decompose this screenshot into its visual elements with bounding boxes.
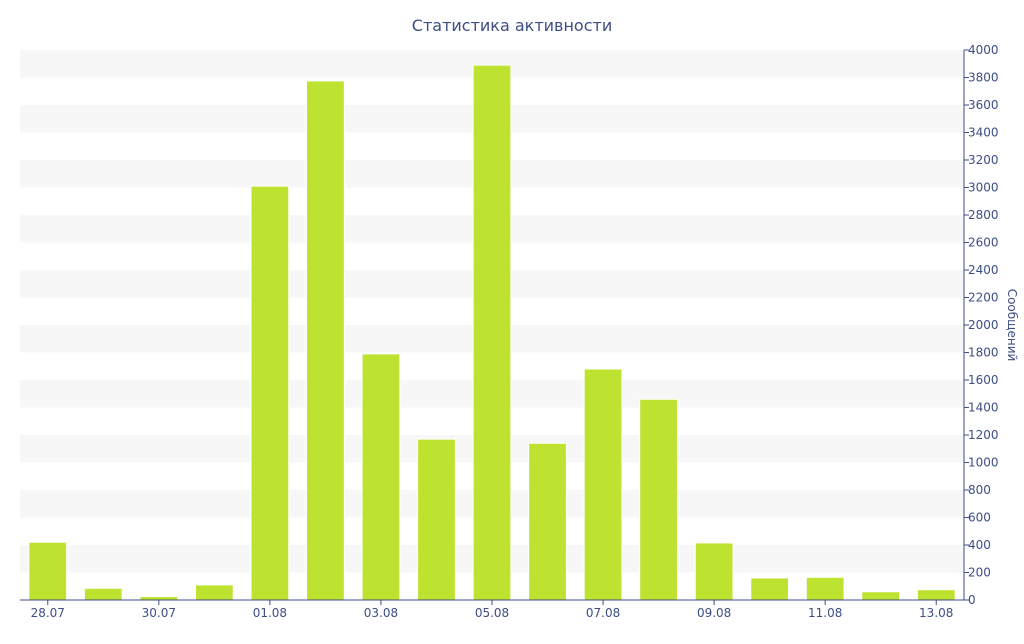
y-tick-label: 2000 [968, 318, 999, 332]
bar-11.08 [805, 576, 845, 601]
y-tick-label: 2200 [968, 291, 999, 305]
y-tick-label: 0 [968, 593, 976, 607]
y-tick-label: 200 [968, 566, 991, 580]
x-tick-label: 09.08 [697, 606, 731, 620]
y-ticks-group: 0 200 400 600 800 1000 1200 1400 1600 1800 2000 220… [964, 43, 999, 607]
bar-09.08 [694, 542, 734, 601]
x-tick-label: 11.08 [808, 606, 842, 620]
bar-07.08 [583, 368, 623, 601]
y-tick-label: 2800 [968, 208, 999, 222]
y-tick-label: 3400 [968, 126, 999, 140]
y-tick-label: 800 [968, 483, 991, 497]
y-tick-label: 4000 [968, 43, 999, 57]
x-tick-label: 01.08 [253, 606, 287, 620]
bar-03.08 [361, 353, 401, 601]
x-tick-label: 13.08 [919, 606, 953, 620]
y-tick-label: 2400 [968, 263, 999, 277]
y-tick-label: 2600 [968, 236, 999, 250]
x-tick-label: 30.07 [142, 606, 176, 620]
bars-group [28, 64, 956, 601]
bar-13.08 [916, 589, 956, 601]
x-tick-label: 05.08 [475, 606, 509, 620]
bar-30.07 [139, 596, 179, 601]
x-ticks-group: 28.07 30.07 01.08 03.08 05.08 07.08 09.08 11.08… [31, 600, 953, 620]
bar-08.08 [639, 398, 678, 601]
y-tick-label: 1600 [968, 373, 999, 387]
chart-title: Статистика активности [412, 16, 612, 35]
bar-02.08 [306, 80, 345, 601]
x-tick-label: 07.08 [586, 606, 620, 620]
bar-28.07 [28, 541, 68, 601]
y-tick-label: 1800 [968, 346, 999, 360]
y-tick-label: 3800 [968, 71, 999, 85]
bar-31.07 [194, 584, 234, 601]
y-tick-label: 1200 [968, 428, 999, 442]
y-tick-label: 600 [968, 511, 991, 525]
bar-04.08 [417, 438, 456, 601]
bar-01.08 [250, 185, 290, 601]
y-tick-label: 1000 [968, 456, 999, 470]
y-axis-title: Сообщений [1005, 289, 1019, 362]
y-tick-label: 1400 [968, 401, 999, 415]
bar-10.08 [750, 577, 790, 601]
bar-12.08 [861, 591, 901, 601]
bar-29.07 [83, 587, 123, 601]
bar-06.08 [528, 442, 567, 601]
x-tick-label: 03.08 [364, 606, 398, 620]
y-tick-label: 3000 [968, 181, 999, 195]
y-tick-label: 3200 [968, 153, 999, 167]
y-tick-label: 3600 [968, 98, 999, 112]
y-tick-label: 400 [968, 538, 991, 552]
bar-05.08 [472, 64, 512, 601]
x-tick-label: 28.07 [31, 606, 65, 620]
